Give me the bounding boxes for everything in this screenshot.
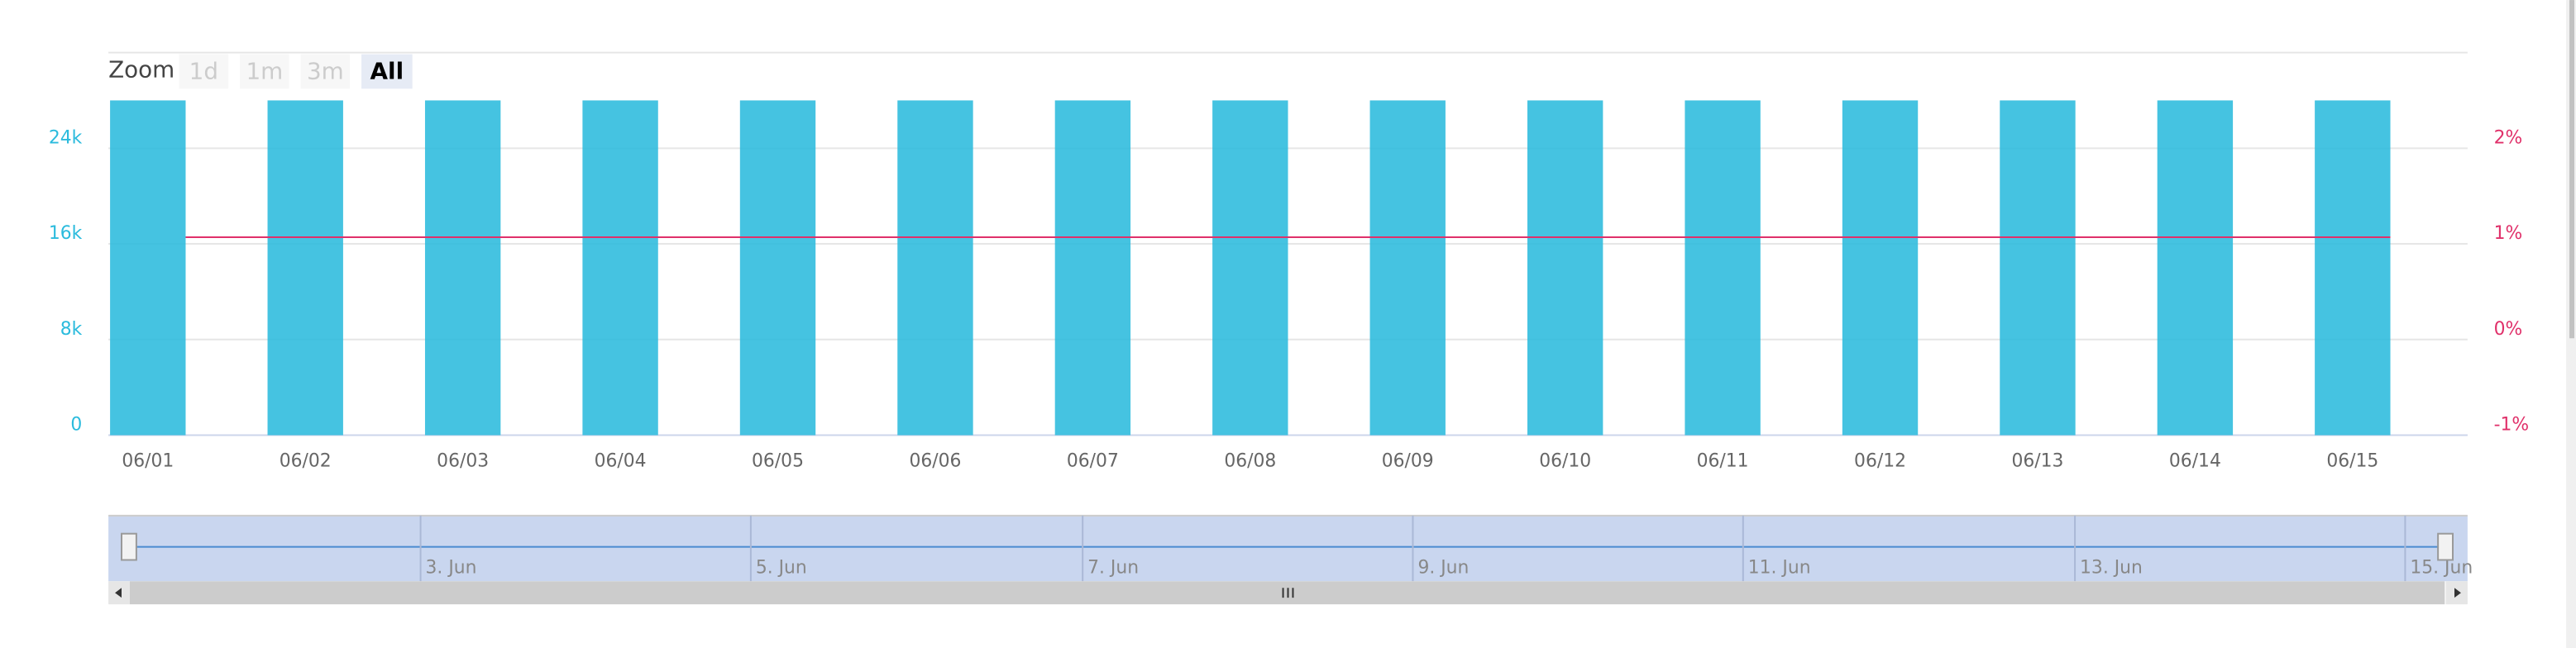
zoom-button-label[interactable]: 1m [246,57,283,84]
bar [1685,100,1761,436]
y2-tick-label: 1% [2494,223,2523,244]
navigator-label: 13. Jun [2080,557,2143,578]
bar [110,100,186,436]
x-tick-label: 06/03 [437,450,489,471]
zoom-button-label[interactable]: All [370,57,404,84]
bar [582,100,658,436]
navigator-handle[interactable] [121,532,137,561]
bar [2315,100,2391,436]
x-tick-label: 06/12 [1854,450,1906,471]
x-tick-label: 06/02 [280,450,332,471]
scroll-right-arrow [2454,588,2461,598]
x-tick-label: 06/08 [1224,450,1276,471]
bar [2157,100,2234,436]
x-tick-label: 06/11 [1697,450,1749,471]
navigator-label: 11. Jun [1748,557,1811,578]
bar [1212,100,1288,436]
y-tick-label: 16k [49,223,83,244]
bar [739,100,816,436]
navigator-axis: 3. Jun 5. Jun 7. Jun 9. Jun 11. Jun 13. Jun 15… [419,515,2473,582]
bar [424,100,501,436]
x-tick-label: 06/13 [2011,450,2063,471]
x-tick-label: 06/01 [122,450,174,471]
scroll-left-arrow [115,588,122,598]
y-tick-label: 8k [60,319,83,340]
zoom-buttons: 1d 1m 3m All [179,54,413,89]
bar [1527,100,1603,436]
bar [897,100,973,436]
x-tick-label: 06/04 [595,450,647,471]
zoom-button-label[interactable]: 1d [189,57,218,84]
navigator-label: 5. Jun [756,557,807,578]
bar [1369,100,1446,436]
zoom-label: Zoom [108,55,174,83]
zoom-button[interactable] [179,54,229,89]
navigator-handle[interactable] [2437,532,2454,561]
x-tick-label: 06/09 [1382,450,1434,471]
bar [267,100,343,436]
bar [1054,100,1131,436]
navigator-label: 15. Jun [2410,557,2473,578]
x-tick-label: 06/14 [2169,450,2221,471]
x-tick-label: 06/06 [909,450,961,471]
y2-tick-label: 2% [2494,127,2523,148]
x-tick-label: 06/05 [752,450,804,471]
scroll-grip [1282,588,1294,598]
x-tick-label: 06/07 [1067,450,1119,471]
zoom-button[interactable] [240,54,289,89]
y-tick-label: 0 [70,415,82,436]
zoom-button-label[interactable]: 3m [307,57,344,84]
y-tick-label: 24k [49,127,83,148]
page-scrollbar-thumb[interactable] [2569,0,2575,339]
zoom-button[interactable] [361,54,413,89]
y2-tick-label: -1% [2494,415,2530,436]
y2-tick-label: 0% [2494,319,2523,340]
bar [1842,100,1919,436]
bar [2000,100,2076,436]
navigator-label: 9. Jun [1417,557,1469,578]
x-tick-label: 06/15 [2326,450,2378,471]
x-tick-label: 06/10 [1539,450,1591,471]
navigator-label: 3. Jun [426,557,477,578]
zoom-button[interactable] [300,54,351,89]
navigator-label: 7. Jun [1087,557,1139,578]
